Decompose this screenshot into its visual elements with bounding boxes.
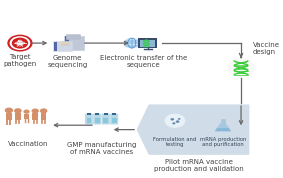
FancyBboxPatch shape [140,40,155,47]
FancyBboxPatch shape [15,113,21,120]
Circle shape [178,118,181,120]
Text: Target
pathogen: Target pathogen [3,54,37,67]
FancyBboxPatch shape [64,36,84,50]
Circle shape [5,108,13,113]
Text: Vaccination: Vaccination [8,141,48,147]
Polygon shape [215,124,231,131]
Circle shape [176,120,179,123]
FancyBboxPatch shape [6,113,12,120]
FancyBboxPatch shape [95,113,99,115]
Circle shape [40,108,48,113]
FancyBboxPatch shape [138,38,157,48]
Circle shape [12,38,28,49]
FancyBboxPatch shape [112,118,117,123]
FancyBboxPatch shape [66,34,80,39]
FancyBboxPatch shape [24,114,29,119]
Text: Electronic transfer of the
sequence: Electronic transfer of the sequence [100,55,187,68]
FancyBboxPatch shape [87,113,91,115]
FancyBboxPatch shape [104,113,108,115]
Circle shape [170,118,174,121]
Polygon shape [137,105,249,154]
FancyBboxPatch shape [94,114,101,124]
FancyBboxPatch shape [221,119,225,124]
FancyBboxPatch shape [102,114,110,124]
FancyBboxPatch shape [41,113,46,120]
Circle shape [7,35,33,52]
Circle shape [172,122,175,124]
Circle shape [31,109,39,113]
FancyBboxPatch shape [60,42,69,45]
Text: Formulation and
testing: Formulation and testing [153,137,197,147]
FancyBboxPatch shape [112,113,116,115]
FancyBboxPatch shape [53,42,57,51]
Circle shape [14,108,22,113]
Circle shape [23,109,30,114]
FancyBboxPatch shape [53,41,72,51]
Text: Vaccine
design: Vaccine design [253,42,280,55]
FancyBboxPatch shape [85,114,93,124]
Polygon shape [215,128,231,131]
Text: Genome
sequencing: Genome sequencing [47,55,87,68]
FancyBboxPatch shape [65,36,69,50]
FancyBboxPatch shape [95,118,100,123]
FancyBboxPatch shape [33,113,38,120]
FancyBboxPatch shape [103,118,108,123]
Text: mRNA production
and purification: mRNA production and purification [200,137,246,147]
FancyBboxPatch shape [87,118,91,123]
Circle shape [228,59,254,77]
Text: GMP manufacturing
of mRNA vaccines: GMP manufacturing of mRNA vaccines [67,142,136,156]
FancyBboxPatch shape [110,114,118,124]
Text: Pilot mRNA vaccine
production and validation: Pilot mRNA vaccine production and valida… [154,159,244,172]
Circle shape [165,114,185,127]
Circle shape [125,38,139,48]
Circle shape [10,36,30,50]
